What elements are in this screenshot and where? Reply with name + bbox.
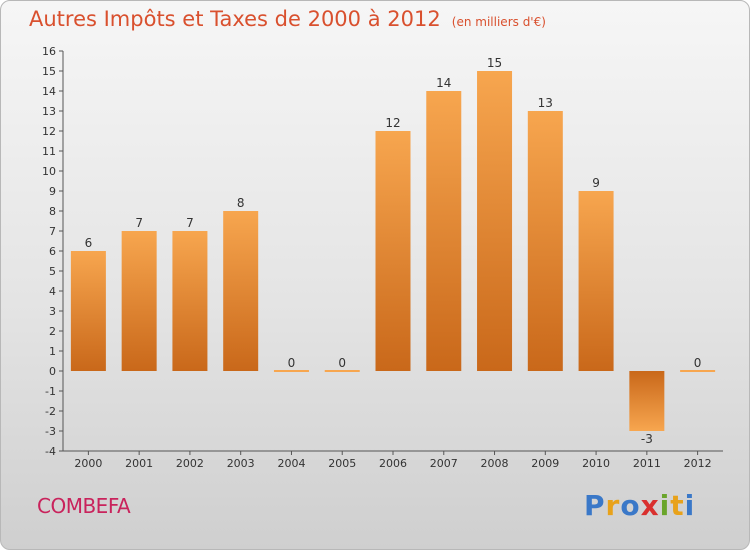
x-tick-label: 2004: [277, 457, 305, 470]
y-tick-label: 8: [49, 205, 56, 218]
y-tick-label: 6: [49, 245, 56, 258]
y-tick-label: 12: [42, 125, 56, 138]
x-tick-label: 2000: [74, 457, 102, 470]
y-tick-label: 14: [42, 85, 56, 98]
y-tick-label: 3: [49, 305, 56, 318]
y-tick-label: 7: [49, 225, 56, 238]
logo-letter: o: [620, 489, 641, 522]
bar: [324, 370, 360, 372]
chart-title-unit: (en milliers d'€): [451, 15, 546, 29]
bar: [273, 370, 309, 372]
logo-letter: P: [584, 489, 606, 522]
bar: [527, 111, 563, 371]
bar: [375, 131, 411, 371]
bar-value-label: 7: [135, 216, 143, 230]
x-tick-label: 2003: [227, 457, 255, 470]
x-tick-label: 2002: [176, 457, 204, 470]
bar-value-label: 13: [538, 96, 553, 110]
bar: [172, 231, 208, 371]
commune-name: COMBEFA: [37, 494, 131, 518]
logo-letter: i: [684, 489, 696, 522]
logo-letter: x: [640, 489, 660, 522]
y-tick-label: 16: [42, 45, 56, 58]
x-tick-label: 2005: [328, 457, 356, 470]
y-tick-label: -1: [45, 385, 56, 398]
y-tick-label: 10: [42, 165, 56, 178]
bar: [629, 371, 665, 431]
bar: [477, 71, 513, 371]
bar: [223, 211, 259, 371]
x-tick-label: 2011: [633, 457, 661, 470]
bar: [426, 91, 462, 371]
y-tick-label: 15: [42, 65, 56, 78]
proxiti-logo: Proxiti: [584, 489, 695, 522]
y-tick-label: 13: [42, 105, 56, 118]
x-tick-label: 2010: [582, 457, 610, 470]
bar-value-label: 14: [436, 76, 451, 90]
bar: [70, 251, 106, 371]
x-tick-label: 2001: [125, 457, 153, 470]
bar-value-label: 9: [592, 176, 600, 190]
y-tick-label: 1: [49, 345, 56, 358]
y-tick-label: -4: [45, 445, 56, 458]
bar: [121, 231, 157, 371]
y-tick-label: -2: [45, 405, 56, 418]
bar-value-label: -3: [641, 432, 653, 446]
bar-value-label: 12: [385, 116, 400, 130]
x-tick-label: 2009: [531, 457, 559, 470]
logo-letter: i: [659, 489, 671, 522]
bar-value-label: 0: [338, 356, 346, 370]
x-tick-label: 2012: [684, 457, 712, 470]
bar-value-label: 8: [237, 196, 245, 210]
y-tick-label: -3: [45, 425, 56, 438]
y-tick-label: 0: [49, 365, 56, 378]
x-tick-label: 2008: [481, 457, 509, 470]
y-tick-label: 4: [49, 285, 56, 298]
bar-value-label: 7: [186, 216, 194, 230]
x-tick-label: 2006: [379, 457, 407, 470]
logo-letter: r: [605, 489, 621, 522]
chart-title-main: Autres Impôts et Taxes de 2000 à 2012: [29, 7, 441, 31]
y-tick-label: 11: [42, 145, 56, 158]
chart-title: Autres Impôts et Taxes de 2000 à 2012 (e…: [29, 7, 546, 31]
bar-value-label: 0: [694, 356, 702, 370]
bar-value-label: 6: [85, 236, 93, 250]
bar-value-label: 0: [288, 356, 296, 370]
y-tick-label: 5: [49, 265, 56, 278]
y-tick-label: 9: [49, 185, 56, 198]
x-tick-label: 2007: [430, 457, 458, 470]
y-tick-label: 2: [49, 325, 56, 338]
bar-value-label: 15: [487, 56, 502, 70]
bar: [578, 191, 614, 371]
logo-letter: t: [670, 489, 685, 522]
bar: [680, 370, 716, 372]
